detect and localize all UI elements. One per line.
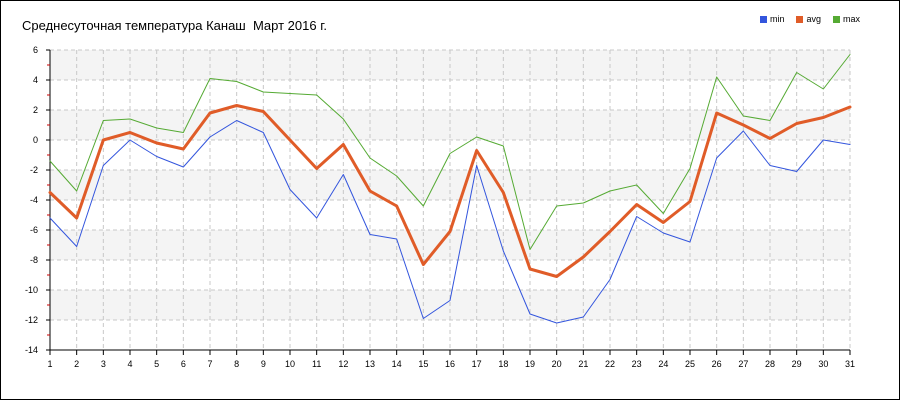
y-tick-label: 2 [33,105,38,115]
x-tick-label: 6 [181,359,186,369]
series-line-min [49,120,851,324]
legend-item-max: max [832,14,860,24]
y-tick-label: -6 [30,225,38,235]
x-tick-label: 2 [74,359,79,369]
x-tick-label: 29 [792,359,802,369]
x-tick-label: 31 [845,359,855,369]
legend-label-min: min [769,14,785,24]
legend-swatch-min [759,15,767,23]
legend-item-avg: avg [796,14,821,24]
y-tick-label: -12 [25,315,38,325]
chart-legend: min avg max [759,14,860,24]
x-tick-label: 5 [154,359,159,369]
x-tick-label: 3 [101,359,106,369]
x-tick-label: 28 [765,359,775,369]
legend-label-avg: avg [806,14,821,24]
y-tick-label: 6 [33,45,38,55]
y-tick-label: -14 [25,345,38,355]
x-tick-label: 9 [261,359,266,369]
x-tick-label: 4 [127,359,132,369]
x-tick-label: 13 [365,359,375,369]
x-tick-label: 30 [818,359,828,369]
x-tick-label: 23 [632,359,642,369]
x-tick-label: 19 [525,359,535,369]
x-tick-label: 17 [472,359,482,369]
legend-item-min: min [759,14,785,24]
series-line-avg [48,104,852,278]
x-tick-label: 18 [498,359,508,369]
legend-swatch-max [832,15,840,23]
y-tick-label: 0 [33,135,38,145]
x-tick-label: 22 [605,359,615,369]
y-tick-label: -8 [30,255,38,265]
x-tick-label: 11 [312,359,321,369]
x-tick-label: 15 [418,359,428,369]
y-tick-label: 4 [33,75,38,85]
y-tick-label: -4 [30,195,38,205]
legend-label-max: max [842,14,860,24]
x-tick-label: 10 [285,359,295,369]
series-line-max [49,54,851,250]
y-tick-label: -10 [25,285,38,295]
x-tick-label: 25 [685,359,695,369]
x-tick-label: 14 [392,359,402,369]
y-tick-label: -2 [30,165,38,175]
x-tick-label: 8 [234,359,239,369]
x-tick-label: 12 [338,359,348,369]
chart-title: Среднесуточная температура Канаш Март 20… [22,18,327,33]
x-tick-label: 21 [578,359,588,369]
x-tick-label: 27 [738,359,748,369]
x-tick-label: 16 [445,359,455,369]
x-tick-label: 26 [712,359,722,369]
x-tick-label: 20 [552,359,562,369]
x-tick-label: 24 [658,359,668,369]
x-tick-label: 1 [47,359,52,369]
x-tick-label: 7 [207,359,212,369]
legend-swatch-avg [796,15,804,23]
